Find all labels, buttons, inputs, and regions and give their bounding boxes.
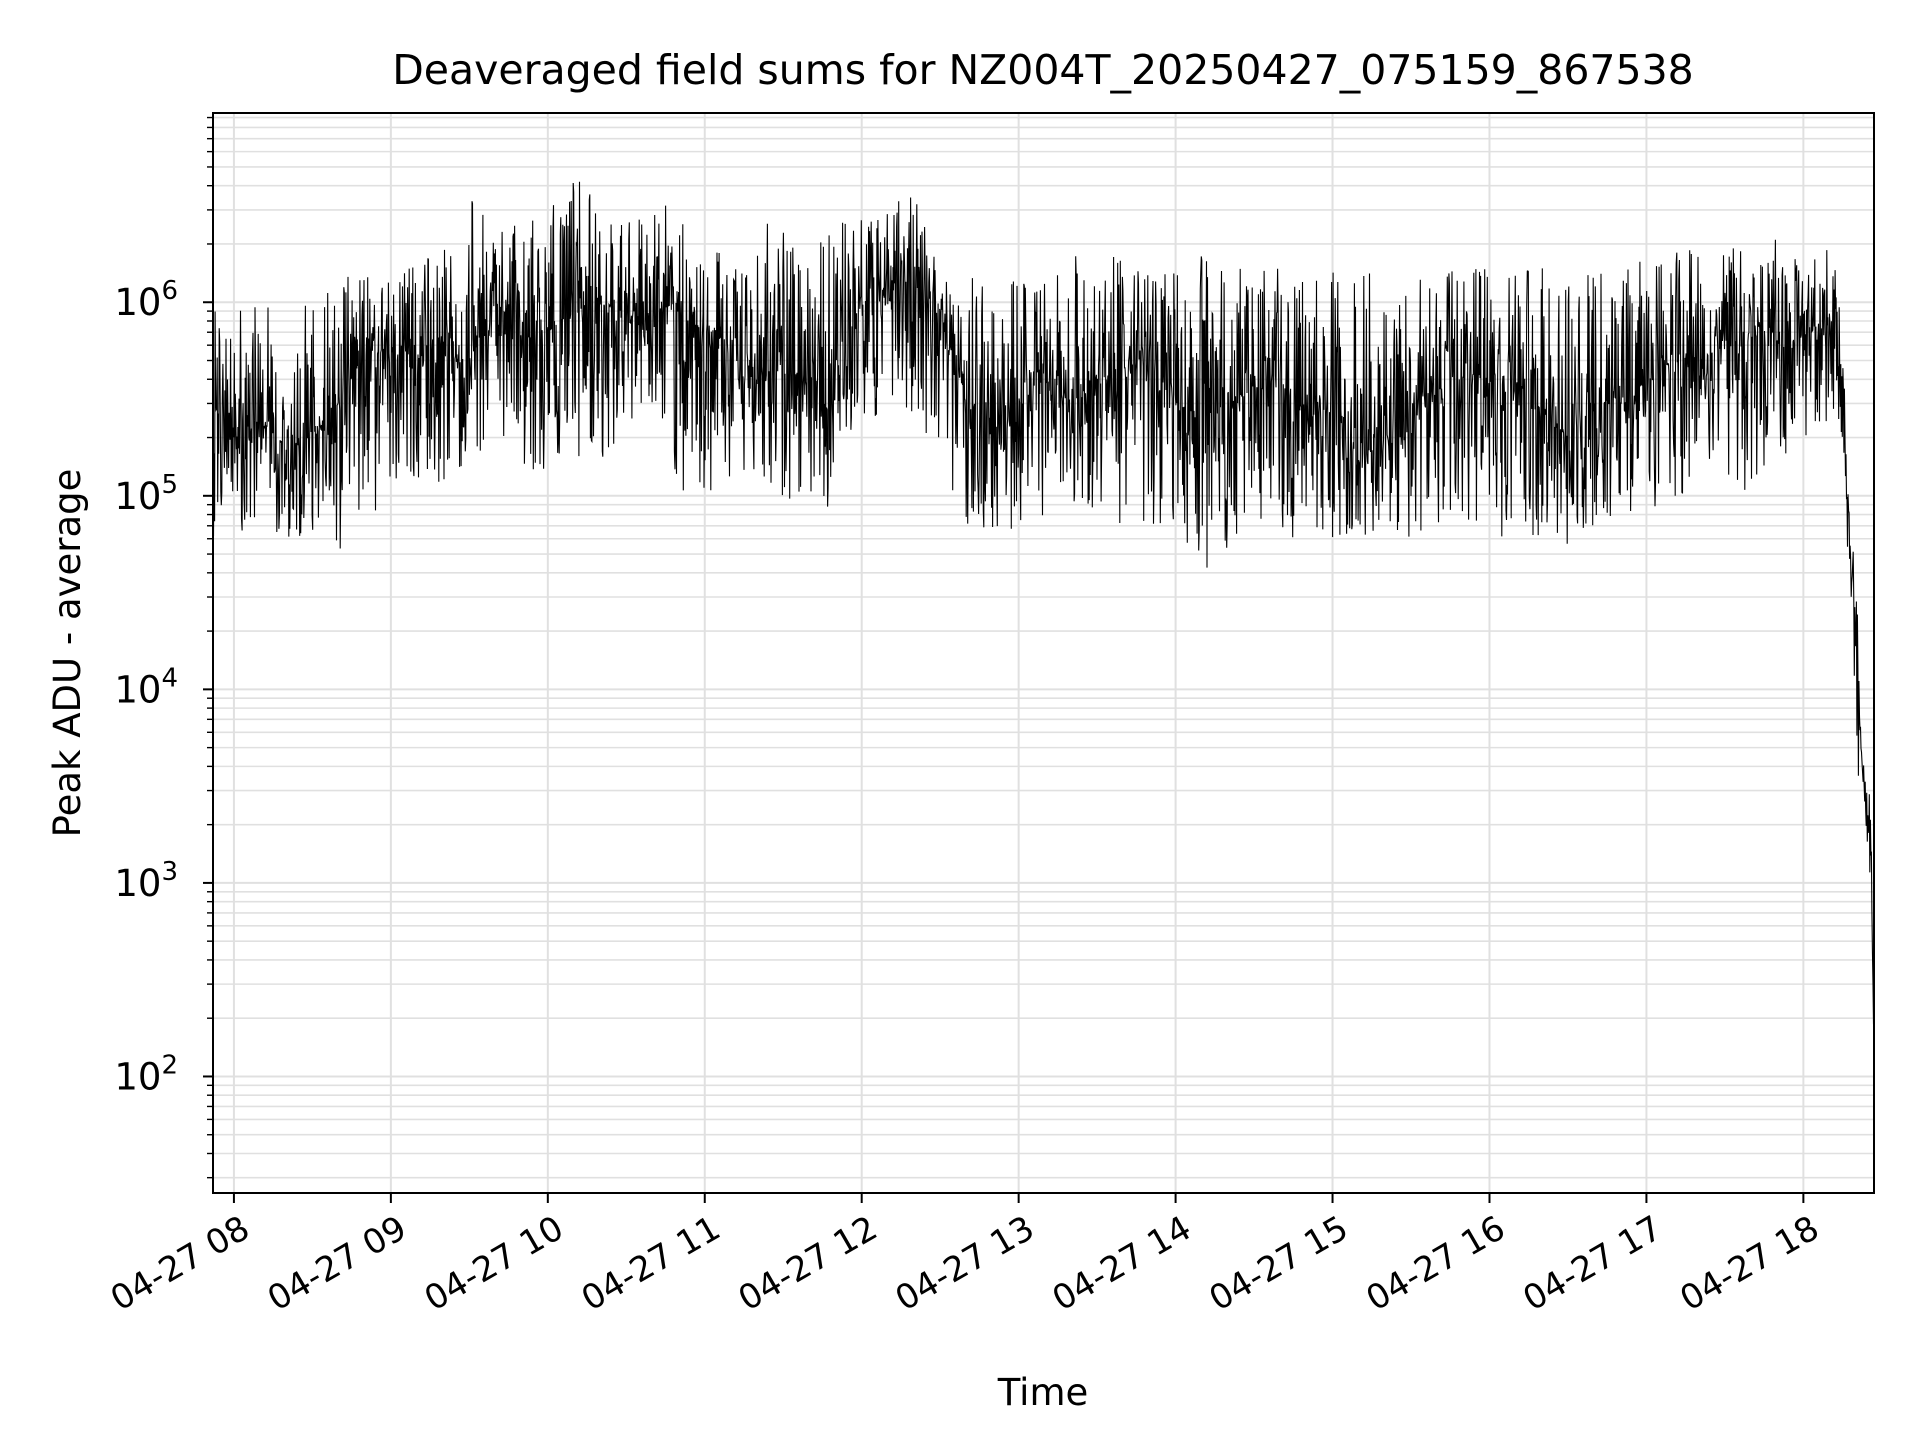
y-tick-exponent: 3	[161, 857, 178, 887]
chart-title: Deaveraged field sums for NZ004T_2025042…	[392, 46, 1694, 94]
y-axis-label: Peak ADU - average	[46, 469, 89, 838]
y-tick-label: 106	[114, 276, 178, 324]
x-axis-label: Time	[997, 1371, 1089, 1414]
y-tick-label: 102	[114, 1050, 178, 1098]
y-tick-base: 10	[114, 1055, 161, 1098]
plot-frame	[212, 112, 1875, 1194]
series-line	[212, 181, 1875, 1036]
y-tick-label: 104	[114, 663, 178, 711]
y-tick-label: 105	[114, 470, 178, 518]
y-tick-base: 10	[114, 281, 161, 324]
y-tick-base: 10	[114, 475, 161, 518]
y-tick-exponent: 4	[161, 663, 178, 693]
y-tick-exponent: 6	[161, 276, 178, 306]
y-tick-label: 103	[114, 857, 178, 905]
y-tick-exponent: 2	[161, 1050, 178, 1080]
y-tick-base: 10	[114, 668, 161, 711]
y-tick-exponent: 5	[161, 470, 178, 500]
y-tick-base: 10	[114, 862, 161, 905]
series-group	[212, 181, 1875, 1036]
